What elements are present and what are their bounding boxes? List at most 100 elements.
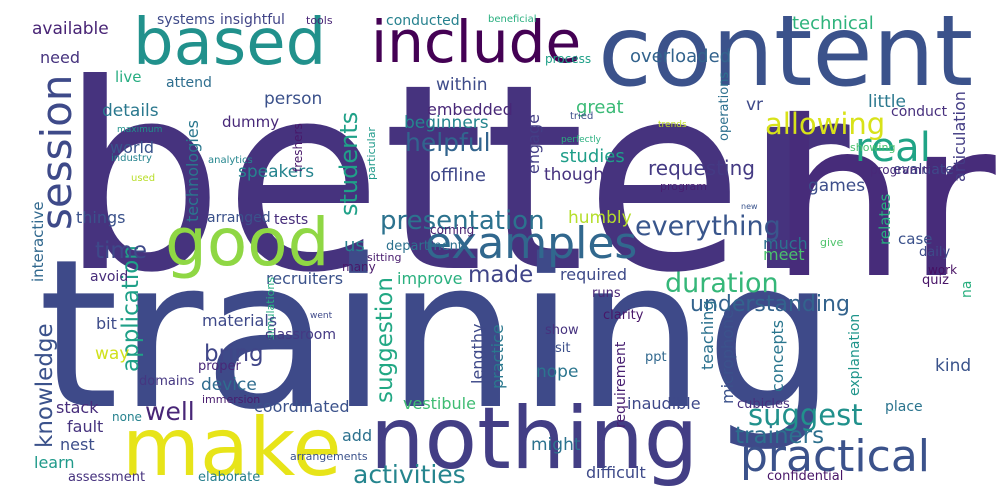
word-lengthy: lengthy bbox=[468, 323, 487, 384]
word-include: include bbox=[371, 8, 582, 76]
word-trainers: trainers bbox=[735, 423, 825, 449]
word-many: many bbox=[342, 260, 376, 274]
word-domains: domains bbox=[139, 374, 195, 389]
word-required: required bbox=[560, 265, 628, 284]
word-give: give bbox=[820, 236, 844, 249]
word-coordinated: coordinated bbox=[254, 397, 350, 416]
word-place: place bbox=[885, 399, 923, 415]
word-avoid: avoid bbox=[90, 269, 129, 285]
word-technologies: technologies bbox=[183, 120, 202, 222]
word-clarity: clarity bbox=[603, 308, 644, 323]
word-showing: showing bbox=[850, 141, 896, 154]
word-practical: practical bbox=[740, 431, 931, 482]
word-based: based bbox=[133, 6, 327, 80]
word-confidential: confidential bbox=[767, 469, 844, 484]
word-make: make bbox=[122, 401, 342, 494]
word-nothing: nothing bbox=[370, 389, 699, 489]
word-knowledge: knowledge bbox=[32, 323, 58, 448]
word-bit: bit bbox=[96, 314, 117, 333]
word-dummy: dummy bbox=[222, 113, 280, 131]
word-good: good bbox=[165, 204, 330, 281]
word-requesting: requesting bbox=[648, 156, 755, 180]
word-operations: operations bbox=[717, 71, 732, 141]
word-materials: materials bbox=[202, 311, 278, 330]
word-add: add bbox=[342, 426, 373, 445]
word-particular: particular bbox=[365, 127, 378, 180]
word-sitting: sitting bbox=[367, 251, 402, 264]
word-inaudible: inaudible bbox=[627, 394, 701, 413]
word-department: department bbox=[386, 239, 463, 254]
word-within: within bbox=[436, 75, 488, 95]
word-stack: stack bbox=[56, 398, 99, 417]
word-duration: duration bbox=[665, 268, 779, 299]
word-process: process bbox=[545, 52, 592, 66]
word-training: training bbox=[38, 215, 837, 455]
word-embedded: embedded bbox=[427, 100, 513, 119]
word-conduct: conduct bbox=[891, 104, 948, 120]
word-content: content bbox=[598, 0, 974, 109]
word-students: students bbox=[335, 111, 363, 216]
word-offline: offline bbox=[430, 165, 486, 186]
word-understanding: understanding bbox=[690, 292, 850, 317]
word-vr: vr bbox=[746, 95, 764, 115]
word-work: work bbox=[928, 263, 958, 277]
word-real: real bbox=[855, 125, 931, 171]
word-games: games bbox=[808, 176, 866, 196]
word-articulation: articulation bbox=[950, 91, 969, 182]
word-maximum: maximum bbox=[117, 125, 163, 135]
word-concepts: concepts bbox=[768, 319, 787, 392]
word-insightful: insightful bbox=[220, 12, 285, 28]
word-though: though bbox=[544, 165, 605, 185]
word-analytics: analytics bbox=[208, 155, 253, 166]
word-learn: learn bbox=[34, 453, 75, 472]
word-available: available bbox=[32, 19, 109, 39]
word-overloaded: overloaded bbox=[630, 46, 732, 67]
word-tools: tools bbox=[306, 14, 333, 27]
word-teaching: teaching bbox=[698, 300, 717, 370]
word-activities: activities bbox=[353, 460, 466, 489]
word-much: much bbox=[763, 234, 808, 253]
word-industry: industry bbox=[111, 153, 152, 164]
word-allowing: allowing bbox=[765, 107, 886, 141]
word-perfectly: perfectly bbox=[561, 135, 601, 145]
word-elaborate: elaborate bbox=[198, 470, 261, 485]
word-immersion: immersion bbox=[202, 393, 261, 406]
word-recruiters: recruiters bbox=[266, 269, 344, 288]
word-time: time bbox=[95, 238, 147, 264]
word-trends: trends bbox=[658, 120, 687, 130]
word-ppt: ppt bbox=[645, 350, 667, 365]
word-fault: fault bbox=[67, 417, 104, 436]
word-coming: coming bbox=[430, 223, 475, 237]
word-need: need bbox=[40, 48, 80, 67]
word-humbly: humbly bbox=[568, 208, 632, 228]
word-na: na bbox=[959, 280, 975, 298]
word-cubicles: cubicles bbox=[737, 397, 790, 412]
word-speakers: speakers bbox=[238, 162, 315, 182]
word-beginners: beginners bbox=[404, 113, 489, 133]
word-difficult: difficult bbox=[586, 463, 646, 482]
word-used: used bbox=[131, 173, 156, 184]
word-tests: tests bbox=[274, 212, 309, 228]
word-technical: technical bbox=[792, 13, 874, 34]
word-requirement: requirement bbox=[613, 341, 629, 428]
word-made: made bbox=[468, 262, 534, 288]
word-beneficial: beneficial bbox=[488, 14, 537, 25]
word-person: person bbox=[264, 89, 323, 109]
word-quiz: quiz bbox=[922, 273, 949, 288]
word-explanation: explanation bbox=[847, 313, 863, 396]
word-engage: engage bbox=[524, 114, 543, 174]
word-improve: improve bbox=[397, 269, 463, 288]
word-nest: nest bbox=[60, 435, 95, 454]
word-proper: proper bbox=[198, 359, 241, 374]
word-sit: sit bbox=[555, 341, 571, 356]
word-everything: everything bbox=[635, 211, 781, 242]
word-relates: relates bbox=[876, 193, 894, 245]
word-examples: examples bbox=[425, 218, 638, 269]
word-evaluate: evaluate bbox=[893, 162, 954, 178]
word-live: live bbox=[115, 68, 142, 86]
word-interactive: interactive bbox=[29, 201, 47, 282]
word-tried: tried bbox=[570, 111, 594, 122]
word-hr: hr bbox=[770, 75, 996, 326]
word-things: things bbox=[76, 208, 126, 227]
